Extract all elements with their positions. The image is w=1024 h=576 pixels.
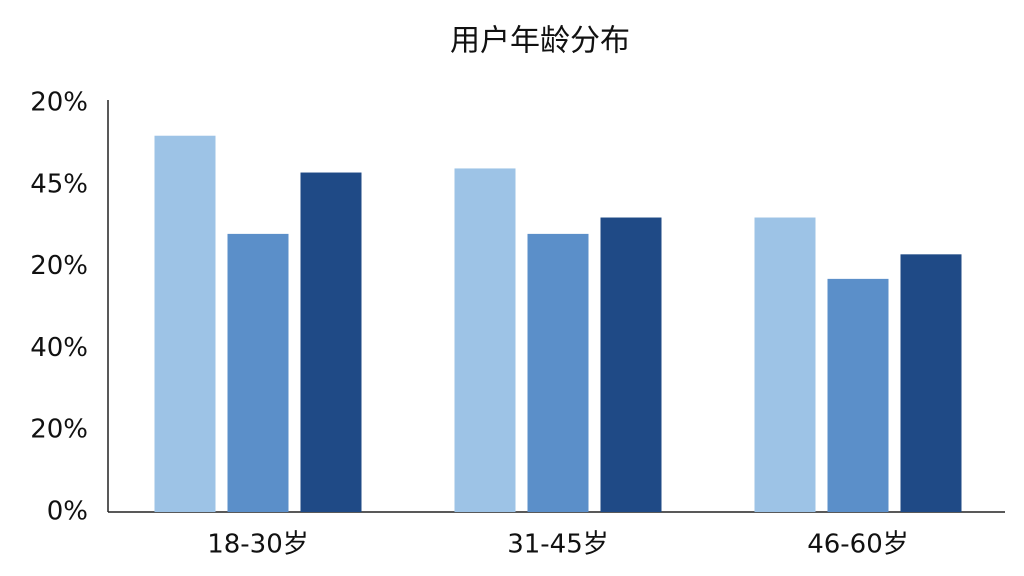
bar (600, 217, 662, 512)
bar (827, 278, 889, 512)
y-tick-label: 20% (30, 88, 88, 118)
bar (454, 168, 516, 512)
x-tick-label: 18-30岁 (207, 530, 309, 560)
bar (154, 135, 216, 512)
x-tick-label: 46-60岁 (807, 530, 909, 560)
bar (227, 233, 289, 512)
bar (754, 217, 816, 512)
x-tick-label: 31-45岁 (507, 530, 609, 560)
bar (527, 233, 589, 512)
y-tick-label: 20% (30, 415, 88, 445)
bar (900, 254, 962, 512)
y-tick-label: 0% (47, 497, 88, 527)
bar (300, 172, 362, 512)
y-tick-label: 45% (30, 169, 88, 199)
y-tick-label: 40% (30, 333, 88, 363)
chart-title: 用户年龄分布 (450, 24, 630, 59)
y-tick-label: 20% (30, 251, 88, 281)
